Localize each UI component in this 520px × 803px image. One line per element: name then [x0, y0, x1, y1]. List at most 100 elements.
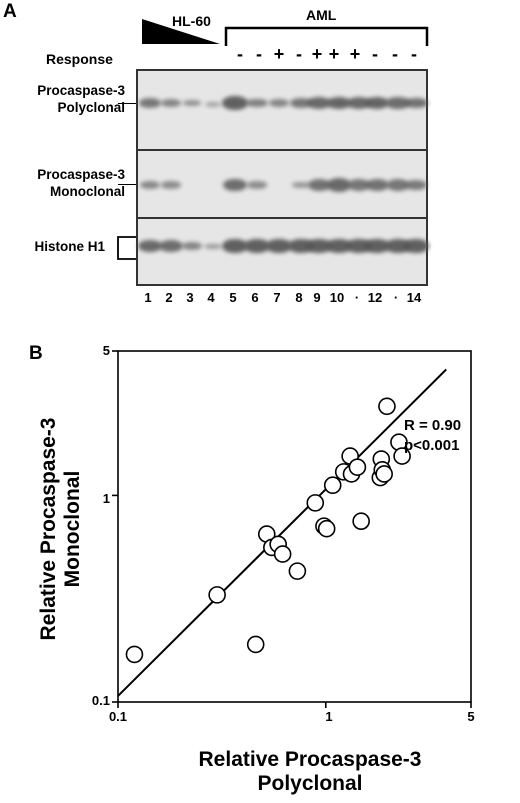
scatter-point: [246, 635, 265, 654]
monoclonal-band: [365, 179, 389, 191]
x-tick-label: 0.1: [108, 709, 128, 724]
monoclonal-band: [291, 182, 311, 188]
lane-number: 2: [165, 290, 173, 305]
blot-procaspase3-polyclonal: [136, 69, 428, 151]
lane-number: 1: [144, 290, 152, 305]
scatter-point: [288, 562, 307, 580]
row-label-histone: Histone H1: [34, 239, 105, 254]
histone-band: [364, 238, 390, 254]
lane-number: 9: [313, 290, 321, 305]
response-mark: -: [392, 44, 398, 64]
monoclonal-band: [347, 179, 371, 191]
polyclonal-band: [386, 97, 410, 109]
monoclonal-band: [247, 181, 267, 189]
histone-band: [222, 238, 248, 254]
scatter-point: [375, 465, 393, 483]
polyclonal-band: [306, 97, 332, 109]
histone-band: [181, 241, 203, 251]
lane-number: 5: [229, 290, 237, 305]
y-axis-label-line2: Monoclonal: [61, 470, 84, 588]
scatter-point: [378, 397, 396, 416]
row-label-line2: Polyclonal: [57, 100, 125, 115]
histone-band: [326, 238, 352, 254]
x-axis-label-line1: Relative Procaspase-3: [198, 748, 422, 771]
x-axis-label-line2: Polyclonal: [257, 772, 363, 795]
response-mark: +: [311, 44, 323, 64]
histone-band: [306, 238, 332, 254]
x-axis-label: Relative Procaspase-3 Polyclonal: [150, 748, 470, 796]
correlation-p: p<0.001: [404, 437, 460, 454]
plot-frame: [117, 350, 472, 703]
lane-number: 10: [329, 290, 345, 305]
scatter-point: [317, 519, 336, 538]
histone-band: [244, 238, 270, 254]
polyclonal-band: [364, 96, 390, 110]
y-tick-label: 0.1: [91, 693, 110, 708]
scatter-point: [273, 545, 292, 563]
panel-a-letter: A: [3, 1, 17, 22]
blot-procaspase3-monoclonal: [136, 149, 428, 219]
polyclonal-band: [182, 100, 202, 106]
lane-number: 12: [367, 290, 383, 305]
polyclonal-band: [138, 98, 162, 108]
response-mark: -: [256, 44, 262, 64]
regression-line: [117, 368, 447, 697]
histone-band: [204, 243, 222, 249]
scatter-point: [352, 512, 370, 531]
scatter-point: [393, 447, 411, 465]
polyclonal-band: [246, 98, 268, 108]
polyclonal-band: [160, 99, 182, 107]
polyclonal-band: [346, 97, 372, 109]
y-tick-label: 5: [102, 343, 110, 358]
histone-band: [159, 240, 183, 252]
y-axis-label: Relative Procaspase-3 Monoclonal: [37, 369, 87, 689]
lane-number: 8: [295, 290, 303, 305]
x-tick-label: 5: [467, 709, 475, 724]
histone-band: [266, 238, 292, 254]
response-mark: +: [328, 44, 340, 64]
y-axis-label-line1: Relative Procaspase-3: [37, 417, 60, 641]
polyclonal-band: [222, 96, 248, 110]
row-label-monoclonal: Procaspase-3 Monoclonal: [0, 166, 125, 200]
lane-number: 3: [186, 290, 194, 305]
monoclonal-band: [405, 179, 427, 191]
row-label-polyclonal: Procaspase-3 Polyclonal: [0, 82, 125, 116]
axis-ticks: [112, 350, 472, 708]
aml-label: AML: [306, 7, 337, 23]
response-label: Response: [46, 51, 113, 67]
hl60-label: HL-60: [172, 13, 211, 29]
histone-band: [137, 239, 163, 253]
blot-histone-h1: [136, 217, 429, 286]
scatter-point: [306, 494, 325, 512]
response-mark: -: [372, 44, 378, 64]
polyclonal-band: [404, 97, 428, 109]
panel-b-letter: B: [29, 343, 43, 364]
row-label-line2: Monoclonal: [50, 184, 125, 199]
monoclonal-band: [326, 178, 352, 192]
scatter-point: [125, 645, 144, 664]
polyclonal-band: [326, 96, 352, 110]
monoclonal-band: [140, 181, 160, 189]
response-mark: -: [411, 44, 417, 64]
lane-number: 4: [207, 290, 215, 305]
response-mark: +: [349, 44, 361, 64]
y-tick-label: 1: [102, 491, 110, 506]
row-pointer-monoclonal: [118, 184, 136, 185]
polyclonal-band: [204, 101, 222, 107]
row-label-line1: Procaspase-3: [37, 83, 125, 98]
monoclonal-band: [386, 179, 410, 191]
response-mark: -: [237, 44, 243, 64]
hl60-gradient-triangle: [142, 19, 220, 44]
data-points: [125, 397, 411, 664]
lane-number: ·: [354, 290, 360, 305]
lane-number: 6: [251, 290, 259, 305]
monoclonal-band: [223, 178, 247, 192]
monoclonal-band: [161, 181, 181, 189]
scatter-point: [208, 586, 226, 604]
row-pointer-polyclonal: [118, 103, 136, 104]
response-mark: -: [296, 44, 302, 64]
response-mark: +: [273, 44, 285, 64]
lane-number: ·: [393, 290, 399, 305]
polyclonal-band: [289, 98, 313, 108]
